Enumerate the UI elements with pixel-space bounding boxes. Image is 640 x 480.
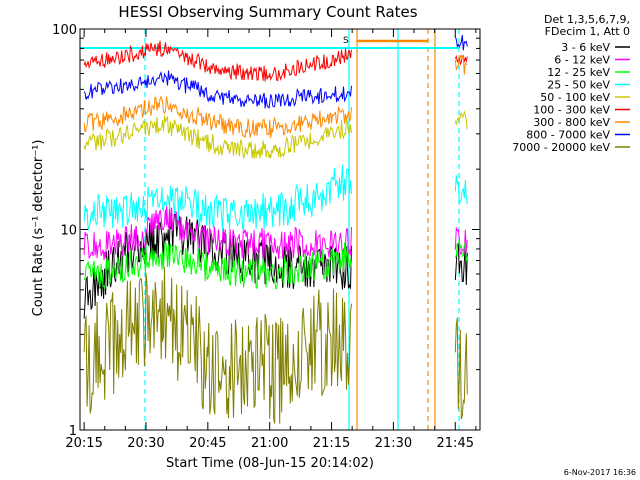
x-tick-label: 20:30 xyxy=(127,436,164,451)
series-line xyxy=(83,70,352,109)
series-line xyxy=(83,204,352,261)
x-tick-label: 21:00 xyxy=(251,436,288,451)
legend-header: Det 1,3,5,6,7,9, xyxy=(544,13,630,26)
legend: Det 1,3,5,6,7,9,FDecim 1, Att 0 3 - 6 keV… xyxy=(512,13,630,154)
axis-ticks: 20:15 20:30 20:45 21:00 21:15 21:30 21:45 1 10 10… xyxy=(52,23,480,451)
y-axis-label: Count Rate (s⁻¹ detector⁻¹) xyxy=(31,140,46,317)
legend-label: 7000 - 20000 keV xyxy=(512,141,610,154)
observation-overlays xyxy=(80,29,460,430)
legend-label: 300 - 800 keV xyxy=(533,116,610,129)
x-tick-label: 20:15 xyxy=(65,436,102,451)
legend-label: 25 - 50 keV xyxy=(547,79,610,92)
legend-label: 12 - 25 keV xyxy=(547,66,610,79)
legend-label: 50 - 100 keV xyxy=(540,91,610,104)
x-axis-label: Start Time (08-Jun-15 20:14:02) xyxy=(166,456,374,471)
series-line xyxy=(454,317,468,420)
series-line xyxy=(454,53,468,75)
chart-title: HESSI Observing Summary Count Rates xyxy=(118,3,417,21)
series-line xyxy=(83,266,352,424)
series-line xyxy=(83,40,352,82)
series-line xyxy=(454,110,468,130)
legend-label: 800 - 7000 keV xyxy=(526,129,610,142)
series-line xyxy=(454,227,468,256)
series-line xyxy=(454,239,468,262)
y-tick-label: 1 xyxy=(69,424,77,439)
legend-header: FDecim 1, Att 0 xyxy=(545,25,630,38)
legend-label: 3 - 6 keV xyxy=(561,41,610,54)
x-tick-label: 20:45 xyxy=(189,436,226,451)
series-line xyxy=(83,164,352,232)
series-line xyxy=(83,115,352,160)
x-tick-label: 21:30 xyxy=(375,436,412,451)
x-tick-label: 21:15 xyxy=(313,436,350,451)
legend-label: 6 - 12 keV xyxy=(554,54,610,67)
series-line xyxy=(454,54,468,66)
series-line xyxy=(83,95,352,139)
series-layer xyxy=(83,34,468,424)
series-line xyxy=(83,240,352,290)
legend-label: 100 - 300 keV xyxy=(533,104,610,117)
series-line xyxy=(454,175,468,205)
series-line xyxy=(454,34,468,51)
timestamp: 6-Nov-2017 16:36 xyxy=(564,468,636,477)
x-tick-label: 21:45 xyxy=(437,436,474,451)
saa-annotation: S xyxy=(343,36,349,46)
y-tick-label: 100 xyxy=(52,23,77,38)
y-tick-label: 10 xyxy=(60,224,77,239)
